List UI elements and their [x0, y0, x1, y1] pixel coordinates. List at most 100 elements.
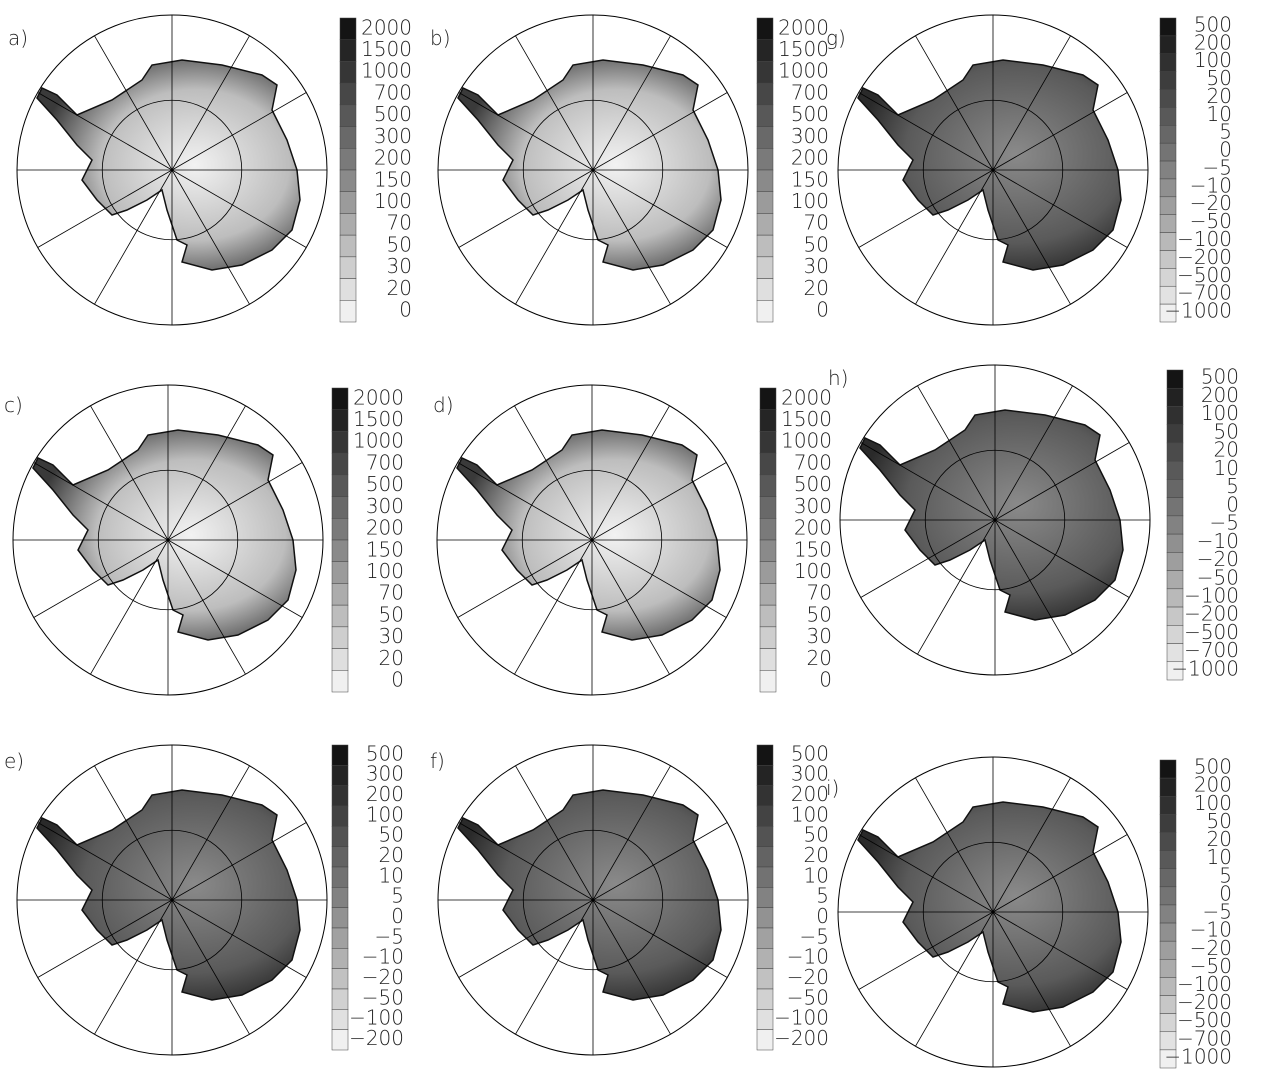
colorbar-segment: [757, 279, 773, 301]
panel-label: h): [828, 366, 848, 390]
colorbar-segment: [332, 583, 348, 605]
colorbar-label: 70: [807, 581, 832, 605]
colorbar-label: 500: [791, 102, 829, 126]
colorbar-segment: [332, 627, 348, 649]
colorbar-segment: [332, 908, 348, 928]
colorbar-segment: [1167, 571, 1183, 589]
colorbar-segment: [757, 765, 773, 785]
colorbar-segment: [1160, 1014, 1176, 1032]
map-panel: c)20001500100070050030020015010070503020…: [4, 385, 404, 695]
colorbar-segment: [1160, 143, 1176, 161]
colorbar-segment: [757, 127, 773, 149]
colorbar-label: 1500: [781, 407, 832, 431]
colorbar-label: 2000: [778, 15, 829, 39]
colorbar-segment: [332, 562, 348, 584]
colorbar-segment: [332, 745, 348, 765]
colorbar-label: 20: [807, 646, 832, 670]
map-panel: d)20001500100070050030020015010070503020…: [433, 385, 832, 695]
colorbar-segment: [1167, 625, 1183, 643]
colorbar-segment: [1160, 90, 1176, 108]
colorbar-segment: [757, 969, 773, 989]
map-panel: f)50030020010050201050−5−10−20−50−100−20…: [430, 741, 829, 1055]
colorbar-label: 0: [399, 298, 412, 322]
colorbar-segment: [332, 1030, 348, 1050]
colorbar-label: 500: [374, 102, 412, 126]
colorbar-label: 100: [791, 189, 829, 213]
colorbar-label: 2000: [361, 15, 412, 39]
colorbar-label: 20: [804, 276, 829, 300]
colorbar-label: 150: [794, 537, 832, 561]
colorbar-label: 30: [379, 624, 404, 648]
colorbar-segment: [1160, 760, 1176, 778]
colorbar-label: 30: [807, 624, 832, 648]
colorbar-segment: [1160, 54, 1176, 72]
colorbar-segment: [757, 300, 773, 322]
colorbar-segment: [1167, 534, 1183, 552]
colorbar-segment: [1160, 796, 1176, 814]
colorbar-segment: [340, 18, 356, 40]
colorbar-label: 20: [379, 646, 404, 670]
colorbar-segment: [757, 826, 773, 846]
colorbar-segment: [760, 410, 776, 432]
colorbar-segment: [760, 475, 776, 497]
colorbar-label: 1000: [778, 59, 829, 83]
colorbar-segment: [1167, 461, 1183, 479]
colorbar-segment: [760, 518, 776, 540]
panel-label: g): [826, 26, 846, 50]
colorbar-label: 150: [791, 167, 829, 191]
colorbar-segment: [760, 670, 776, 692]
colorbar-segment: [757, 948, 773, 968]
colorbar-segment: [757, 170, 773, 192]
colorbar-segment: [340, 61, 356, 83]
colorbar-segment: [332, 847, 348, 867]
colorbar-segment: [1160, 36, 1176, 54]
colorbar-segment: [757, 148, 773, 170]
map-panel: e)50030020010050201050−5−10−20−50−100−20…: [4, 741, 404, 1055]
colorbar-label: 100: [794, 559, 832, 583]
colorbar-segment: [340, 127, 356, 149]
colorbar-label: 150: [374, 167, 412, 191]
colorbar-label: 300: [794, 494, 832, 518]
colorbar-segment: [340, 235, 356, 257]
colorbar-segment: [332, 887, 348, 907]
colorbar-segment: [332, 475, 348, 497]
colorbar-segment: [1160, 832, 1176, 850]
colorbar-segment: [332, 540, 348, 562]
colorbar-segment: [1160, 197, 1176, 215]
colorbar-segment: [340, 279, 356, 301]
colorbar-segment: [1167, 370, 1183, 388]
colorbar-segment: [332, 1009, 348, 1029]
colorbar-label: 1000: [353, 429, 404, 453]
colorbar-label: 500: [366, 472, 404, 496]
colorbar-segment: [332, 765, 348, 785]
colorbar-label: 70: [379, 581, 404, 605]
colorbar-segment: [1167, 406, 1183, 424]
colorbar-segment: [760, 453, 776, 475]
colorbar-label: −1000: [1171, 656, 1239, 680]
panel-label: a): [8, 26, 28, 50]
colorbar-segment: [760, 497, 776, 519]
colorbar-segment: [757, 40, 773, 62]
colorbar-segment: [332, 605, 348, 627]
colorbar-label: 50: [804, 232, 829, 256]
colorbar-label: 0: [391, 668, 404, 692]
colorbar-segment: [1160, 778, 1176, 796]
colorbar-segment: [757, 745, 773, 765]
colorbar-label: 700: [374, 80, 412, 104]
colorbar-segment: [760, 583, 776, 605]
colorbar-label: 300: [366, 494, 404, 518]
colorbar-segment: [757, 192, 773, 214]
colorbar-label: 700: [366, 450, 404, 474]
colorbar-segment: [1160, 72, 1176, 90]
colorbar-segment: [1167, 479, 1183, 497]
colorbar-segment: [1160, 161, 1176, 179]
colorbar-label: 1500: [778, 37, 829, 61]
colorbar-segment: [1167, 388, 1183, 406]
colorbar-segment: [332, 518, 348, 540]
colorbar-segment: [340, 300, 356, 322]
colorbar-label: 50: [379, 602, 404, 626]
colorbar-label: 20: [387, 276, 412, 300]
colorbar-label: 2000: [353, 385, 404, 409]
figure: a)20001500100070050030020015010070503020…: [0, 0, 1263, 1074]
colorbar-label: 500: [794, 472, 832, 496]
